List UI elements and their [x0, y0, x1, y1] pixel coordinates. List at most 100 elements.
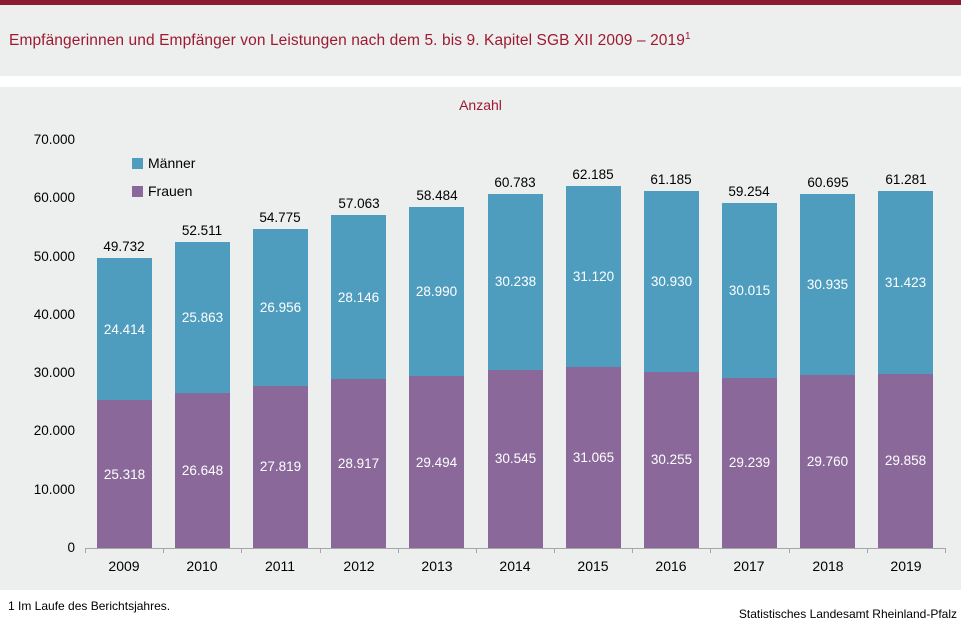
bar-total-label: 58.484: [416, 188, 458, 204]
bar-value-frauen: 29.494: [415, 454, 458, 470]
bar-total-label: 59.254: [728, 183, 770, 199]
report-header: Empfängerinnen und Empfänger von Leistun…: [0, 5, 961, 76]
bar-value-frauen: 28.917: [337, 456, 380, 472]
y-axis-tick-label: 60.000: [33, 190, 75, 206]
bar-segment-frauen-2010: 26.648: [175, 392, 230, 548]
x-axis-tick: [867, 548, 868, 553]
legend-label-frauen: Frauen: [148, 183, 193, 199]
y-axis-tick-label: 10.000: [33, 481, 75, 497]
bar-segment-frauen-2016: 30.255: [644, 371, 699, 548]
bar-segment-maenner-2016: 30.930: [644, 191, 699, 372]
legend-swatch-frauen-icon: [132, 185, 143, 197]
bar-value-maenner: 28.146: [337, 289, 380, 305]
bar-segment-maenner-2017: 30.015: [722, 202, 777, 378]
x-axis-category-label: 2009: [108, 558, 140, 574]
x-axis-category-label: 2010: [186, 558, 218, 574]
x-axis-category-label: 2018: [812, 558, 844, 574]
bar-value-frauen: 31.065: [572, 449, 615, 465]
bar-value-frauen: 30.255: [650, 452, 693, 468]
divider-gap: [0, 76, 961, 87]
bar-total-label: 60.695: [807, 175, 849, 191]
bar-segment-frauen-2019: 29.858: [878, 373, 933, 548]
bar-value-maenner: 24.414: [103, 321, 146, 337]
x-axis-tick: [476, 548, 477, 553]
x-axis-tick: [632, 548, 633, 553]
y-axis-tick-label: 40.000: [33, 306, 75, 322]
y-axis-tick-label: 30.000: [33, 365, 75, 381]
bar-segment-frauen-2011: 27.819: [253, 385, 308, 548]
x-axis-category-label: 2013: [421, 558, 453, 574]
bar-segment-maenner-2011: 26.956: [253, 228, 308, 386]
bar-value-maenner: 25.863: [181, 309, 224, 325]
y-axis-tick-label: 70.000: [33, 132, 75, 147]
chart-axis-title: Anzahl: [459, 97, 502, 113]
x-axis-category-label: 2017: [733, 558, 765, 574]
plot-area: 0 10.000 20.000 30.000 40.000 50.000 60.000 70.…: [0, 87, 961, 590]
bar-value-frauen: 27.819: [259, 459, 302, 475]
bar-total-label: 54.775: [259, 209, 301, 225]
x-axis-tick: [320, 548, 321, 553]
x-axis-category-label: 2015: [577, 558, 609, 574]
bar-value-maenner: 30.930: [650, 274, 693, 289]
bar-value-frauen: 29.760: [806, 453, 849, 469]
bar-segment-frauen-2017: 29.239: [722, 377, 777, 548]
bar-segment-maenner-2014: 30.238: [488, 193, 543, 370]
bar-segment-maenner-2010: 25.863: [175, 241, 230, 393]
x-axis-tick: [710, 548, 711, 553]
x-axis-category-label: 2016: [655, 558, 687, 574]
bar-value-frauen: 26.648: [181, 462, 224, 478]
source-attribution: Statistisches Landesamt Rheinland-Pfalz: [738, 607, 957, 621]
x-axis-tick: [163, 548, 164, 553]
bar-segment-maenner-2009: 24.414: [97, 258, 152, 401]
bar-total-label: 61.185: [650, 172, 692, 188]
bar-segment-maenner-2015: 31.120: [566, 185, 621, 367]
report-footer: 1 Im Laufe des Berichtsjahres. Statistis…: [0, 590, 961, 631]
x-axis-tick: [554, 548, 555, 553]
bar-segment-maenner-2012: 28.146: [331, 215, 386, 380]
legend-item-frauen: Frauen: [132, 183, 195, 199]
x-axis-category-label: 2014: [499, 558, 531, 574]
x-axis-tick: [241, 548, 242, 553]
bar-value-frauen: 25.318: [103, 466, 146, 482]
bar-value-maenner: 26.956: [259, 299, 302, 315]
bar-total-label: 60.783: [494, 174, 536, 190]
x-axis-tick: [789, 548, 790, 553]
bar-segment-maenner-2013: 28.990: [409, 207, 464, 377]
bar-segment-frauen-2018: 29.760: [800, 374, 855, 548]
bar-total-label: 52.511: [181, 222, 223, 238]
bar-segment-frauen-2012: 28.917: [331, 379, 386, 548]
x-axis-category-label: 2012: [343, 558, 375, 574]
bar-total-label: 57.063: [338, 196, 380, 212]
page-title: Empfängerinnen und Empfänger von Leistun…: [9, 31, 691, 50]
bar-segment-frauen-2009: 25.318: [97, 400, 152, 548]
y-axis-tick-label: 50.000: [33, 248, 75, 264]
chart-panel: Anzahl Männer Frauen 0 10.000 20.000 30.000…: [0, 87, 961, 590]
x-axis-category-label: 2011: [264, 558, 296, 574]
footnote: 1 Im Laufe des Berichtsjahres.: [8, 599, 171, 613]
bar-segment-frauen-2013: 29.494: [409, 376, 464, 548]
bar-value-maenner: 31.423: [884, 274, 927, 290]
page-title-text: Empfängerinnen und Empfänger von Leistun…: [9, 32, 685, 50]
bar-value-frauen: 30.545: [494, 451, 537, 467]
y-axis-tick-label: 20.000: [33, 423, 75, 439]
x-axis-line: [85, 548, 945, 549]
legend-item-maenner: Männer: [132, 155, 195, 171]
header-accent-bar: [0, 0, 961, 5]
bar-value-maenner: 30.238: [494, 274, 537, 290]
bar-segment-frauen-2014: 30.545: [488, 369, 543, 548]
x-axis-tick: [85, 548, 86, 553]
y-axis-tick-label: 0: [67, 540, 75, 555]
bar-value-frauen: 29.858: [884, 453, 927, 469]
bar-segment-maenner-2019: 31.423: [878, 190, 933, 374]
bar-total-label: 61.281: [885, 171, 927, 187]
x-axis-category-label: 2019: [890, 558, 922, 574]
bar-value-maenner: 28.990: [415, 284, 458, 300]
page-title-footnote-marker: 1: [684, 30, 691, 42]
bar-value-maenner: 30.015: [728, 282, 771, 298]
bar-value-maenner: 30.935: [806, 276, 849, 292]
legend-label-maenner: Männer: [148, 155, 196, 171]
bar-value-maenner: 31.120: [572, 268, 615, 284]
bar-value-frauen: 29.239: [728, 455, 771, 471]
x-axis-tick: [398, 548, 399, 553]
legend-swatch-maenner-icon: [132, 157, 143, 169]
